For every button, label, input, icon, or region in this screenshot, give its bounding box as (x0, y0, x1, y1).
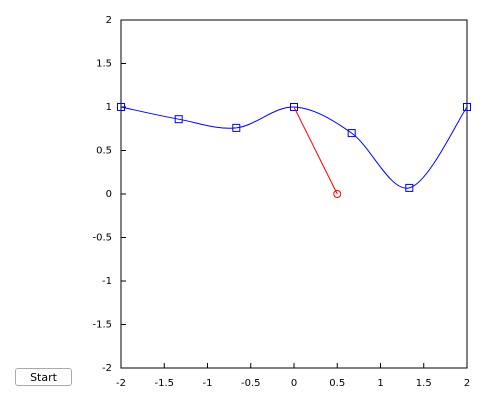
y-tick-label: -1 (102, 276, 112, 287)
plot-frame (120, 19, 468, 369)
marker (174, 115, 183, 124)
start-button[interactable]: Start (15, 368, 72, 386)
y-tick-label: -2 (102, 363, 112, 374)
marker (117, 103, 125, 111)
y-tick-label: 1 (106, 102, 112, 113)
y-tick-label: 0.5 (96, 146, 112, 157)
y-tick-label: 2 (106, 15, 112, 26)
marker (290, 103, 298, 111)
x-tick-label: 2 (464, 378, 470, 389)
y-tick-label: -0.5 (92, 233, 112, 244)
x-tick-label: -1.5 (154, 378, 174, 389)
marker (405, 183, 414, 192)
y-tick-label: 1.5 (96, 59, 112, 70)
x-tick-label: 1 (377, 378, 383, 389)
series-line (120, 106, 468, 189)
x-tick-label: 0 (291, 378, 297, 389)
x-tick-label: -1 (203, 378, 213, 389)
x-tick-label: -0.5 (241, 378, 261, 389)
x-tick-label: 0.5 (329, 378, 345, 389)
y-tick-label: 0 (106, 189, 112, 200)
series-line (293, 106, 338, 195)
marker (232, 123, 241, 132)
x-tick-label: -2 (116, 378, 126, 389)
x-tick-label: 1.5 (416, 378, 432, 389)
marker (463, 103, 471, 111)
y-tick-label: -1.5 (92, 320, 112, 331)
marker (347, 129, 356, 138)
marker (333, 190, 342, 198)
